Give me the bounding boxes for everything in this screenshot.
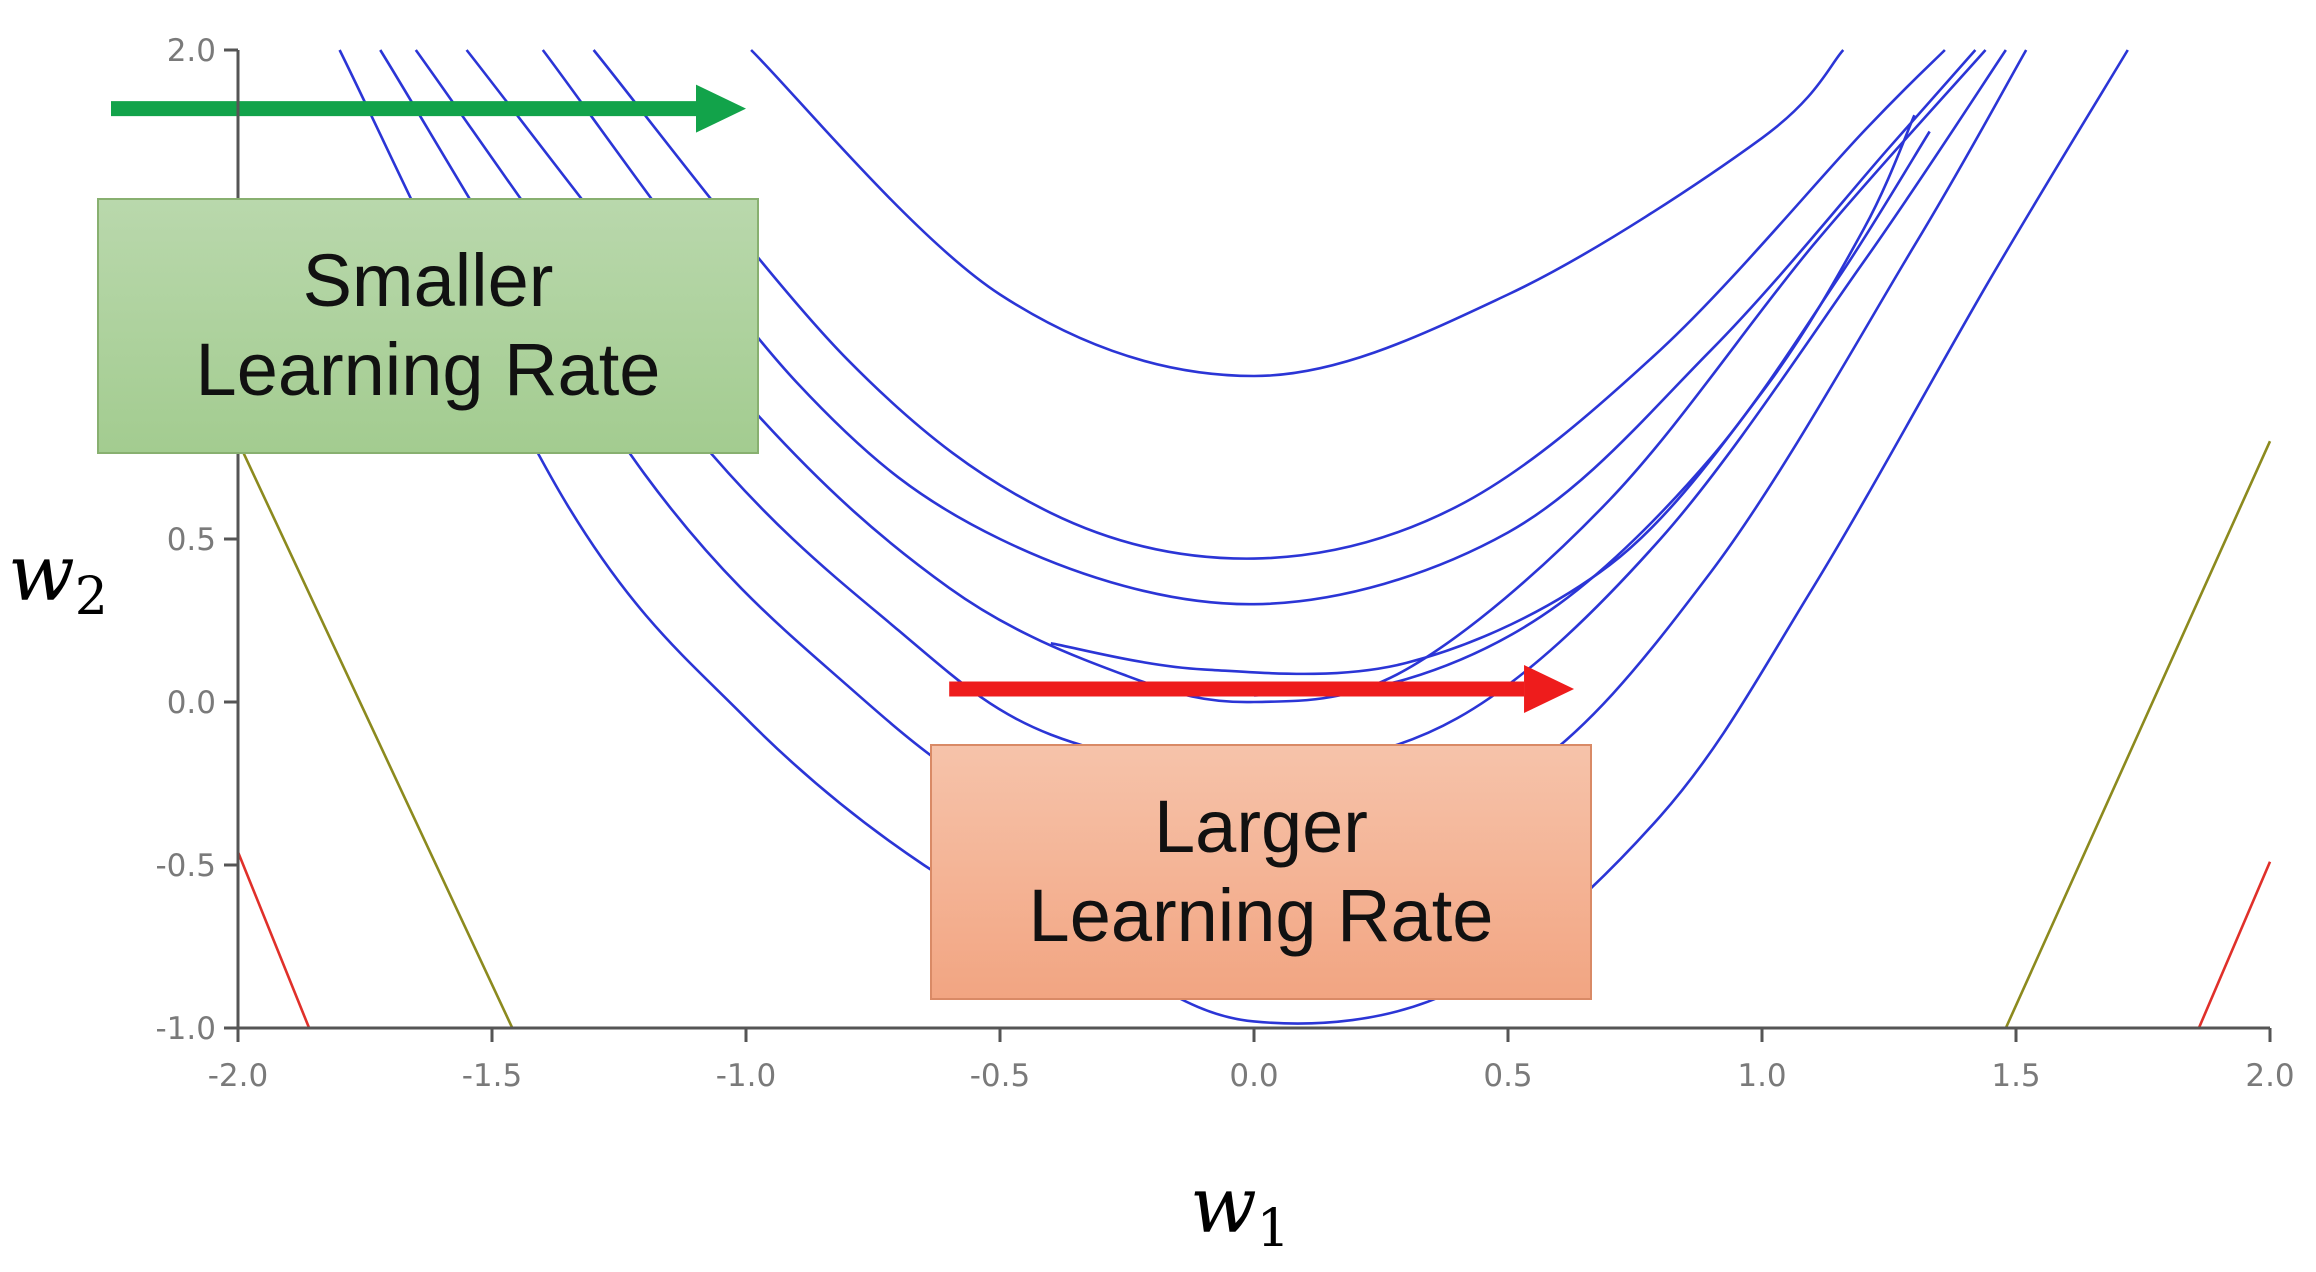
annotation-arrow-head <box>1524 664 1575 713</box>
annotation-arrows <box>111 84 1575 713</box>
y-tick-label: 0.0 <box>167 685 216 721</box>
x-tick-label: 0.0 <box>1229 1058 1278 1094</box>
y-axis-title: w2 <box>8 529 108 627</box>
contour-line <box>338 49 2129 1025</box>
contour-line <box>1253 130 1931 697</box>
y-tick-label: 2.0 <box>167 33 216 69</box>
smaller-learning-rate-callout: Smaller Learning Rate <box>97 198 759 454</box>
x-tick-label: -0.5 <box>970 1058 1031 1094</box>
y-tick-label: -0.5 <box>156 848 217 884</box>
x-tick-label: 0.5 <box>1483 1058 1532 1094</box>
y-tick-label: -1.0 <box>156 1011 217 1047</box>
contour-line <box>236 851 311 1029</box>
annotation-arrow-head <box>696 84 746 133</box>
x-tick-label: 2.0 <box>2245 1058 2294 1094</box>
y-tick-label: 0.5 <box>167 522 216 558</box>
smaller-learning-rate-label: Smaller Learning Rate <box>195 239 661 411</box>
x-tick-label: 1.5 <box>1991 1058 2040 1094</box>
x-tick-label: 1.0 <box>1737 1058 1786 1094</box>
contour-line <box>541 49 1977 606</box>
contour-line <box>2004 440 2272 1029</box>
contour-line <box>592 49 1946 560</box>
x-tick-label: -1.5 <box>462 1058 523 1094</box>
x-tick-label: -2.0 <box>208 1058 269 1094</box>
contour-line <box>750 49 1845 378</box>
x-axis-title: w1 <box>1190 1161 1290 1259</box>
contour-line <box>236 440 514 1029</box>
contour-line <box>1050 114 1916 676</box>
contour-line <box>2197 861 2272 1029</box>
x-tick-label: -1.0 <box>716 1058 777 1094</box>
larger-learning-rate-callout: Larger Learning Rate <box>930 744 1592 1000</box>
larger-learning-rate-label: Larger Learning Rate <box>1028 785 1494 957</box>
